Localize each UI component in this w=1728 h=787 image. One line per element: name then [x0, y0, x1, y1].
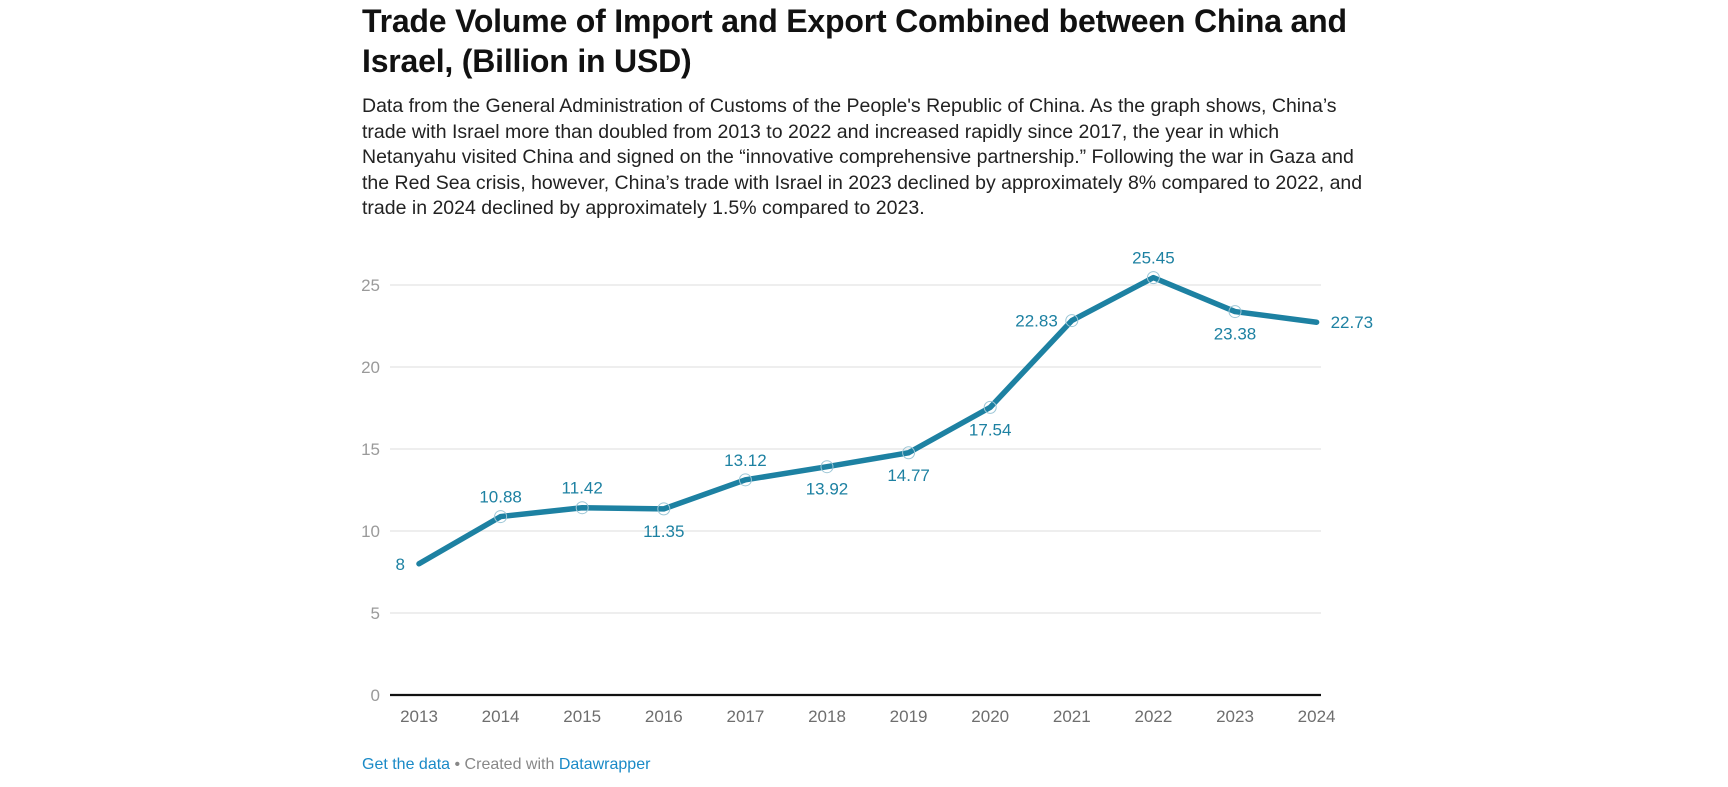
footer-separator: • Created with	[450, 756, 559, 773]
x-tick-label: 2015	[563, 707, 601, 726]
data-label: 17.54	[969, 420, 1012, 439]
chart-description: Data from the General Administration of …	[362, 95, 1363, 219]
data-point-marker	[820, 460, 834, 474]
y-tick-label: 0	[371, 686, 380, 705]
data-point-marker	[657, 502, 671, 516]
get-the-data-link[interactable]: Get the data	[362, 756, 451, 773]
data-point-marker	[494, 510, 508, 524]
data-point-marker	[1065, 314, 1079, 328]
data-point-marker	[902, 446, 916, 460]
data-label: 13.92	[806, 480, 849, 499]
x-tick-label: 2016	[645, 707, 683, 726]
x-tick-label: 2013	[400, 707, 438, 726]
x-tick-label: 2018	[808, 707, 846, 726]
chart-footer: Get the data • Created with Datawrapper	[362, 756, 650, 774]
data-label: 22.73	[1331, 313, 1374, 332]
x-tick-label: 2022	[1134, 707, 1172, 726]
y-axis-ticks: 0 5 10 15 20 25	[361, 276, 380, 705]
x-tick-label: 2020	[971, 707, 1009, 726]
data-label: 10.88	[479, 488, 522, 507]
y-tick-label: 15	[361, 440, 380, 459]
data-labels: 8 10.88 11.42 11.35 13.12 13.92 14.77 17.54 22.8…	[396, 249, 1374, 574]
data-label: 23.38	[1214, 325, 1257, 344]
data-label: 11.35	[643, 522, 684, 541]
gridlines	[390, 284, 1321, 614]
data-label: 8	[396, 555, 405, 574]
data-label: 14.77	[887, 466, 930, 485]
x-tick-label: 2024	[1298, 707, 1336, 726]
x-tick-label: 2021	[1053, 707, 1091, 726]
y-tick-label: 5	[371, 604, 380, 623]
data-label: 25.45	[1132, 249, 1175, 268]
data-point-marker	[738, 473, 752, 487]
data-label: 22.83	[1015, 312, 1058, 331]
x-tick-label: 2014	[482, 707, 520, 726]
data-point-marker	[1146, 271, 1160, 285]
data-point-marker	[1228, 305, 1242, 319]
data-point-marker	[983, 400, 997, 414]
data-label: 11.42	[562, 479, 603, 498]
chart-title: Trade Volume of Import and Export Combin…	[362, 3, 1347, 79]
series-line	[416, 274, 1320, 567]
x-tick-label: 2019	[890, 707, 928, 726]
y-tick-label: 25	[361, 276, 380, 295]
data-point-marker	[575, 501, 589, 515]
y-tick-label: 20	[361, 358, 380, 377]
x-tick-label: 2017	[726, 707, 764, 726]
datawrapper-link[interactable]: Datawrapper	[558, 756, 651, 773]
data-point-markers	[494, 271, 1242, 524]
data-label: 13.12	[724, 451, 767, 470]
y-tick-label: 10	[361, 522, 380, 541]
x-axis-ticks: 2013 2014 2015 2016 2017 2018 2019 2020 2021 2022…	[400, 707, 1335, 726]
x-tick-label: 2023	[1216, 707, 1254, 726]
